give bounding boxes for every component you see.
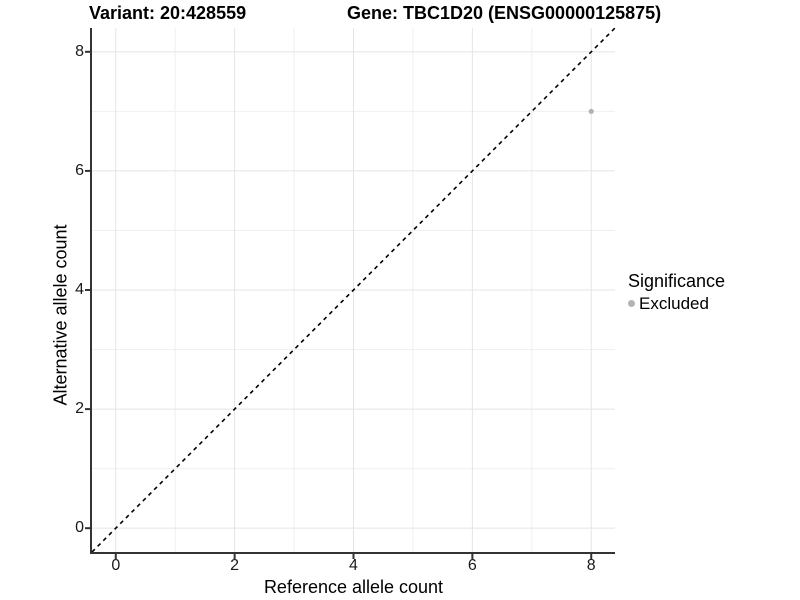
variant-title: Variant: 20:428559 (89, 3, 247, 23)
y-tick-label: 6 (75, 161, 84, 179)
x-tick-label: 2 (230, 557, 240, 574)
legend-title: Significance (628, 271, 726, 291)
x-axis-label: Reference allele count (263, 577, 444, 597)
x-tick-label: 8 (586, 557, 596, 574)
y-axis-label: Alternative allele count (50, 224, 71, 406)
excluded-point-swatch-icon (628, 300, 635, 307)
legend-item-label: Excluded (639, 294, 709, 313)
x-tick-label: 6 (467, 557, 477, 574)
y-tick-label: 4 (75, 281, 84, 298)
y-tick-label: 8 (75, 42, 84, 60)
legend: Significance Excluded (628, 271, 725, 313)
y-tick-label: 2 (75, 400, 84, 418)
x-tick-label: 4 (349, 557, 358, 574)
gene-title: Gene: TBC1D20 (ENSG00000125875) (347, 3, 662, 23)
y-tick-label: 0 (75, 519, 84, 537)
x-tick-label: 0 (111, 557, 121, 574)
legend-item-excluded: Excluded (628, 294, 725, 313)
data-point (588, 108, 594, 114)
identity-line (91, 27, 616, 553)
